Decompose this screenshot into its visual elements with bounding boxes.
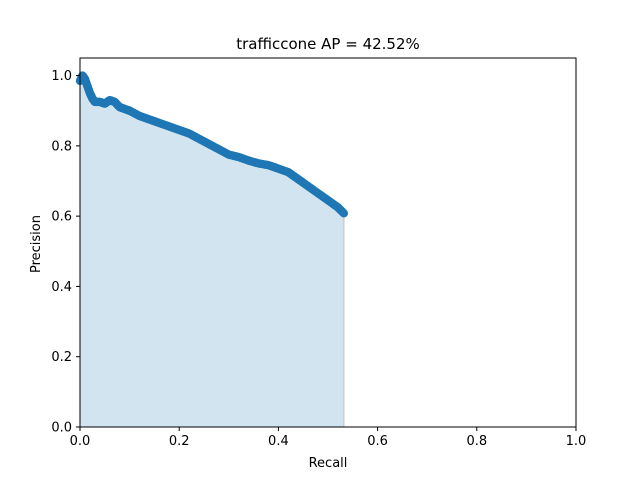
y-tick-label: 0.6 xyxy=(51,210,72,225)
y-tick-label: 0.0 xyxy=(51,421,72,436)
x-axis-label: Recall xyxy=(309,456,348,471)
plot-frame xyxy=(79,57,577,428)
y-tick-label: 0.4 xyxy=(51,280,72,295)
y-tick-label: 0.8 xyxy=(51,139,72,154)
pr-curve-markers xyxy=(75,71,349,218)
x-tick-label: 1.0 xyxy=(566,434,587,449)
plot-area: 0.0 0.2 0.4 0.6 0.8 1.0 0.0 0.2 0.4 0.6 0.8 1.0 xyxy=(51,57,587,449)
x-tick-label: 0.0 xyxy=(70,434,91,449)
chart-title: trafficcone AP = 42.52% xyxy=(236,35,420,53)
y-tick-label: 1.0 xyxy=(51,69,72,84)
x-tick-label: 0.6 xyxy=(367,434,388,449)
y-axis-label: Precision xyxy=(29,215,44,273)
pr-curve-marker xyxy=(339,209,349,218)
y-tick-label: 0.2 xyxy=(51,350,72,365)
x-tick-label: 0.2 xyxy=(169,434,190,449)
pr-area-fill xyxy=(80,75,344,428)
x-tick-label: 0.4 xyxy=(268,434,289,449)
x-tick-label: 0.8 xyxy=(466,434,487,449)
